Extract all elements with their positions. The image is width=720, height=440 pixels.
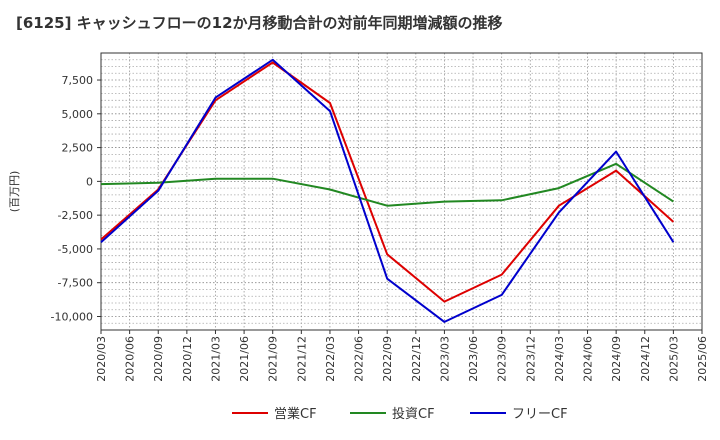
x-tick-label: 2021/03 (209, 336, 222, 382)
x-tick-label: 2025/03 (667, 336, 680, 382)
chart-title: [6125] キャッシュフローの12か月移動合計の対前年同期増減額の推移 (16, 14, 503, 32)
x-tick-label: 2022/12 (410, 336, 423, 382)
x-tick-label: 2023/12 (524, 336, 537, 382)
plot-frame (100, 52, 703, 331)
legend: 営業CF 投資CF フリーCF (232, 406, 568, 422)
y-tick-label: -5,000 (58, 243, 93, 256)
x-tick-label: 2023/06 (467, 336, 480, 382)
x-tick-label: 2021/06 (238, 336, 251, 382)
legend-label-1: 営業CF (274, 406, 317, 422)
series-line-3 (100, 58, 675, 323)
y-tick-label: 2,500 (62, 142, 94, 155)
x-tick-label: 2024/12 (639, 336, 652, 382)
x-tick-label: 2024/09 (610, 336, 623, 382)
y-tick-label: -10,000 (51, 310, 93, 323)
x-tick-label: 2021/12 (295, 336, 308, 382)
x-tick-label: 2024/06 (582, 336, 595, 382)
axes (100, 52, 703, 331)
y-tick-label: 5,000 (62, 108, 94, 121)
x-axis-ticks: 2020/03 2020/06 2020/09 2020/12 2021/03 2021/… (95, 330, 709, 382)
series-lines (100, 58, 675, 323)
y-tick-label: -2,500 (58, 209, 93, 222)
x-tick-label: 2025/06 (696, 336, 709, 382)
x-tick-label: 2020/06 (124, 336, 137, 382)
x-tick-label: 2022/09 (381, 336, 394, 382)
x-tick-label: 2022/06 (353, 336, 366, 382)
y-tick-label: 7,500 (62, 74, 94, 87)
x-tick-label: 2020/03 (95, 336, 108, 382)
plot-background (101, 53, 702, 330)
x-tick-label: 2020/12 (181, 336, 194, 382)
x-tick-label: 2021/09 (267, 336, 280, 382)
legend-label-3: フリーCF (512, 407, 568, 422)
y-axis-ticks: 7,500 5,000 2,500 0 -2,500 -5,000 -7,500 -10,00… (51, 74, 101, 323)
x-tick-label: 2024/03 (553, 336, 566, 382)
series-line-2 (100, 162, 674, 207)
x-tick-label: 2020/09 (152, 336, 165, 382)
x-tick-label: 2023/03 (438, 336, 451, 382)
grid-lines (100, 52, 703, 331)
y-tick-label: 0 (86, 175, 93, 188)
x-tick-label: 2022/03 (324, 336, 337, 382)
plot-area (101, 53, 702, 330)
y-tick-label: -7,500 (58, 277, 93, 290)
y-axis-label: (百万円) (8, 171, 21, 213)
x-tick-label: 2023/09 (496, 336, 509, 382)
legend-label-2: 投資CF (392, 406, 435, 422)
